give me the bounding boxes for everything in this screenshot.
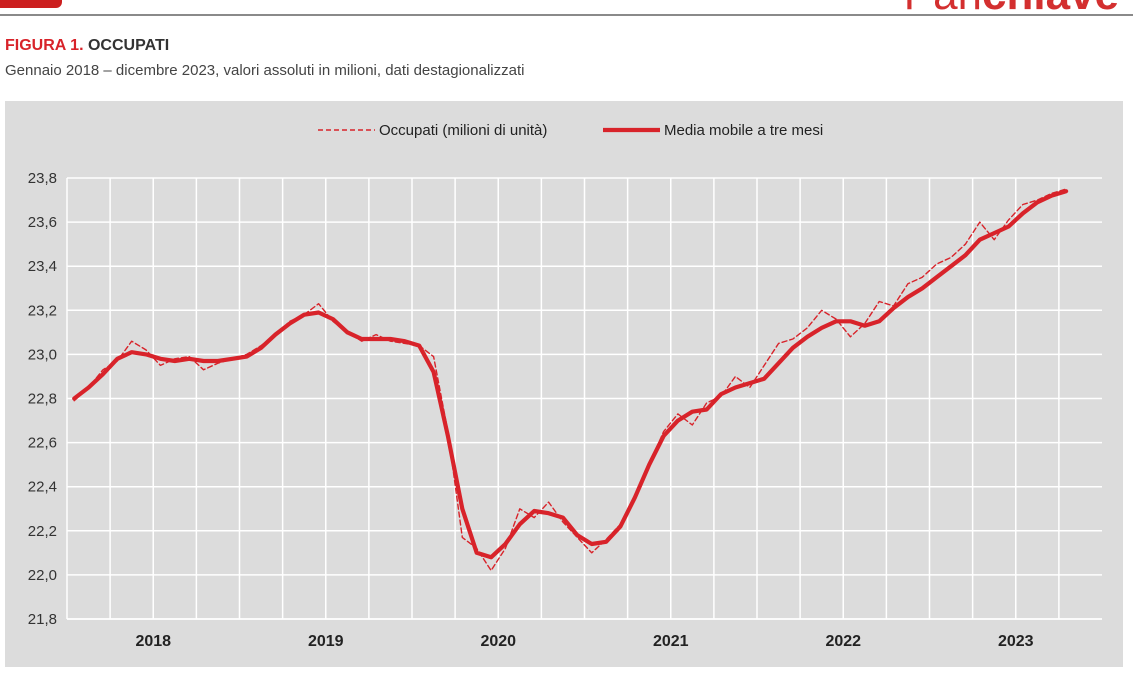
header-rule <box>0 14 1133 16</box>
x-tick-label: 2021 <box>653 633 689 650</box>
x-tick-label: 2018 <box>135 633 171 650</box>
publisher-logo <box>0 0 62 8</box>
chart-background <box>5 101 1123 667</box>
y-tick-label: 23,6 <box>28 214 57 231</box>
legend: Occupati (milioni di unità) Media mobile … <box>318 122 823 139</box>
x-tick-label: 2019 <box>308 633 344 650</box>
y-tick-label: 22,2 <box>28 523 57 540</box>
y-tick-label: 23,4 <box>28 258 57 275</box>
figure-title-text: OCCUPATI <box>87 37 170 54</box>
y-tick-label: 23,2 <box>28 302 57 319</box>
legend-label-occupati: Occupati (milioni di unità) <box>379 122 547 139</box>
y-tick-label: 22,6 <box>28 435 57 452</box>
y-tick-label: 22,8 <box>28 391 57 408</box>
figure-title: FIGURA 1. OCCUPATI <box>5 37 169 55</box>
employment-line-chart: 21,8 22,0 22,2 22,4 22,6 22,8 23,0 23,2 23,4 23,6… <box>5 101 1123 667</box>
y-tick-label: 22,4 <box>28 479 57 496</box>
x-tick-label: 2020 <box>480 633 516 650</box>
figure-subtitle: Gennaio 2018 – dicembre 2023, valori ass… <box>5 62 525 79</box>
x-tick-label: 2022 <box>825 633 861 650</box>
series-media-mobile-line <box>72 189 1069 560</box>
legend-label-media-mobile: Media mobile a tre mesi <box>664 122 823 139</box>
x-tick-label: 2023 <box>998 633 1034 650</box>
brand-suffix: chiave <box>982 0 1119 19</box>
figure-label: FIGURA 1. <box>5 37 84 54</box>
brand-prefix: Parl <box>904 0 982 19</box>
y-tick-label: 22,0 <box>28 567 57 584</box>
brand-wordmark: Parlchiave <box>904 0 1119 20</box>
y-tick-label: 21,8 <box>28 611 57 628</box>
y-tick-label: 23,0 <box>28 346 57 363</box>
y-tick-label: 23,8 <box>28 170 57 187</box>
